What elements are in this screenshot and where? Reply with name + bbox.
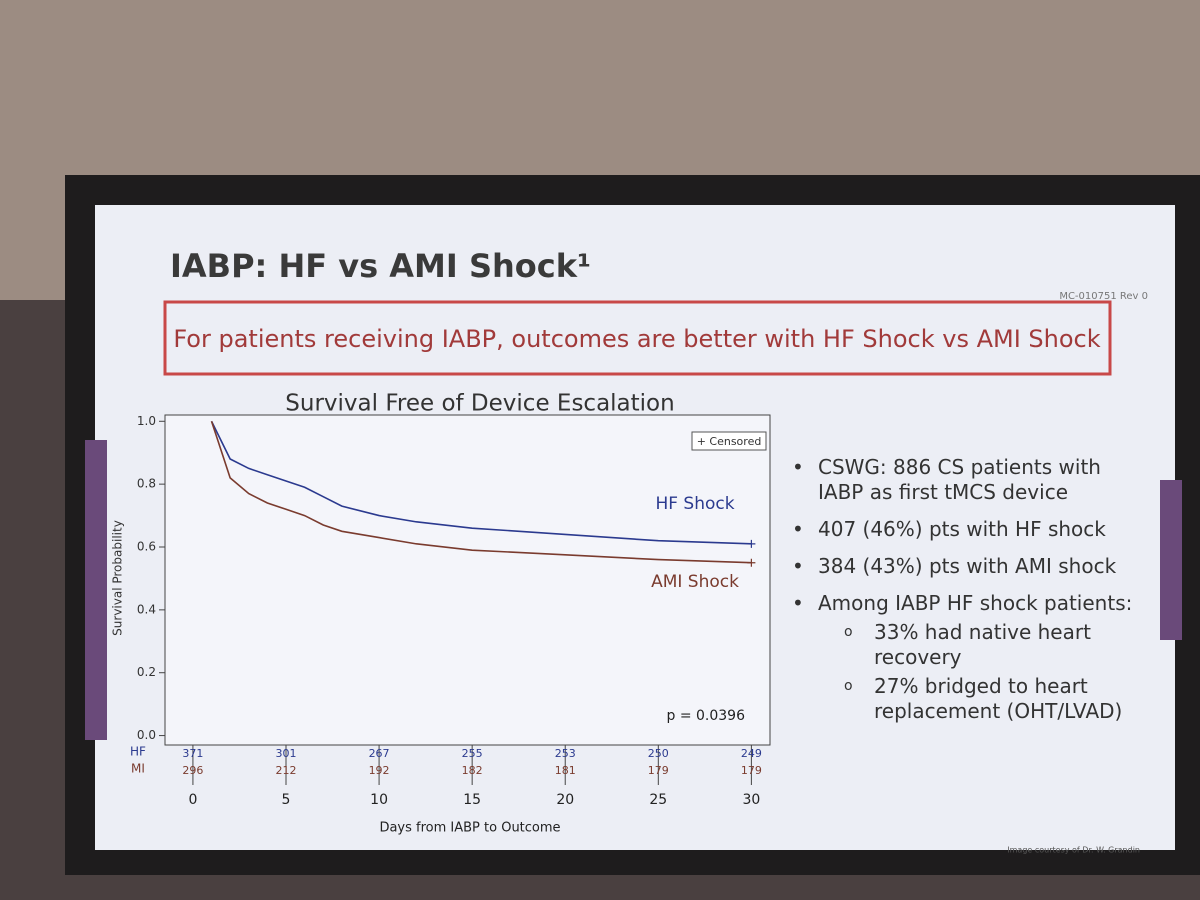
survival-curve bbox=[210, 420, 752, 545]
y-tick-label: 0.8 bbox=[137, 477, 156, 491]
sub-bullet: 33% had native heart recovery bbox=[818, 620, 1135, 670]
slide-title: IABP: HF vs AMI Shock¹ bbox=[170, 247, 591, 285]
y-tick-label: 1.0 bbox=[137, 414, 156, 428]
bullet-text: 33% had native heart recovery bbox=[874, 620, 1091, 669]
subtitle-box bbox=[163, 300, 1112, 376]
plot-area bbox=[164, 414, 771, 746]
y-axis-label: Survival Probability bbox=[111, 520, 125, 636]
risk-count: 212 bbox=[276, 764, 297, 777]
risk-count: 296 bbox=[182, 764, 203, 777]
x-tick-label: 25 bbox=[649, 792, 667, 808]
y-tick-label: 0.0 bbox=[137, 728, 156, 742]
risk-count: 267 bbox=[369, 747, 390, 760]
bullet-text: CSWG: 886 CS patients with IABP as first… bbox=[818, 455, 1101, 504]
bullet-list: CSWG: 886 CS patients with IABP as first… bbox=[790, 455, 1135, 736]
x-tick-label: 10 bbox=[370, 792, 388, 808]
survival-curve bbox=[210, 421, 752, 564]
slide-code: MC-010751 Rev 0 bbox=[1059, 291, 1148, 302]
risk-count: 253 bbox=[555, 747, 576, 760]
legend: + Censored bbox=[697, 435, 762, 448]
x-tick-label: 15 bbox=[463, 792, 481, 808]
bullet: 407 (46%) pts with HF shock bbox=[790, 517, 1135, 542]
bullet-text: 27% bridged to heart replacement (OHT/LV… bbox=[874, 674, 1123, 723]
risk-count: 182 bbox=[462, 764, 483, 777]
risk-count: 181 bbox=[555, 764, 576, 777]
risk-count: 179 bbox=[741, 764, 762, 777]
risk-row-label: HF bbox=[130, 745, 146, 759]
sub-bullet: 27% bridged to heart replacement (OHT/LV… bbox=[818, 674, 1135, 724]
p-value: p = 0.0396 bbox=[666, 708, 745, 724]
x-axis-label: Days from IABP to Outcome bbox=[379, 821, 560, 836]
side-accent bbox=[85, 440, 107, 740]
y-tick-label: 0.4 bbox=[137, 602, 156, 616]
y-tick-label: 0.6 bbox=[137, 540, 156, 554]
series-label: HF Shock bbox=[655, 494, 734, 514]
legend-box bbox=[691, 431, 767, 451]
bullet: 384 (43%) pts with AMI shock bbox=[790, 554, 1135, 579]
risk-count: 249 bbox=[741, 747, 762, 760]
risk-count: 250 bbox=[648, 747, 669, 760]
x-tick-label: 5 bbox=[282, 792, 291, 808]
footnote: Image courtesy of Dr. W. Grandin bbox=[1007, 846, 1140, 855]
bullet: Among IABP HF shock patients: 33% had nat… bbox=[790, 591, 1135, 724]
y-tick-label: 0.2 bbox=[137, 665, 156, 679]
x-tick-label: 0 bbox=[188, 792, 197, 808]
x-tick-label: 30 bbox=[742, 792, 760, 808]
censor-mark bbox=[747, 539, 756, 548]
series-label: AMI Shock bbox=[651, 572, 739, 592]
x-tick-label: 20 bbox=[556, 792, 574, 808]
bullet-text: 407 (46%) pts with HF shock bbox=[818, 517, 1106, 541]
side-accent bbox=[1160, 480, 1182, 640]
risk-count: 255 bbox=[462, 747, 483, 760]
bullet: CSWG: 886 CS patients with IABP as first… bbox=[790, 455, 1135, 505]
bullet-text: Among IABP HF shock patients: bbox=[818, 591, 1133, 615]
risk-count: 371 bbox=[182, 747, 203, 760]
risk-row-label: MI bbox=[131, 762, 145, 776]
risk-count: 301 bbox=[276, 747, 297, 760]
risk-count: 192 bbox=[369, 764, 390, 777]
risk-count: 179 bbox=[648, 764, 669, 777]
bullet-text: 384 (43%) pts with AMI shock bbox=[818, 554, 1117, 578]
censor-mark bbox=[747, 558, 756, 567]
slide-subtitle: For patients receiving IABP, outcomes ar… bbox=[173, 325, 1100, 353]
chart-title: Survival Free of Device Escalation bbox=[285, 391, 674, 417]
